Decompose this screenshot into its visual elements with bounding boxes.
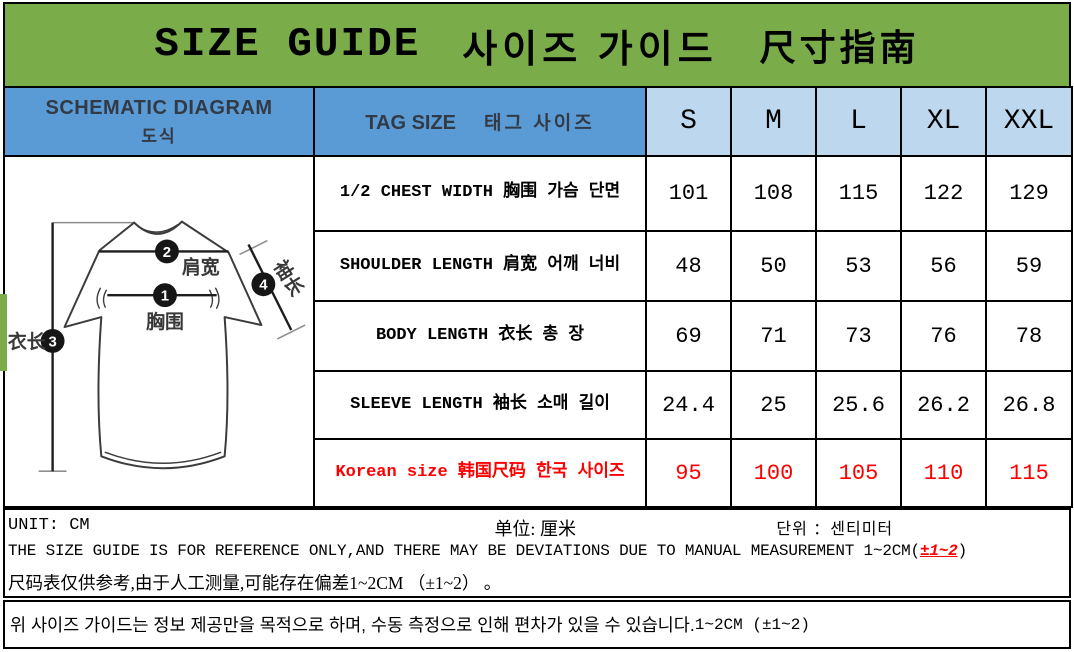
chest-label: 胸围	[146, 310, 184, 333]
disclaimer-ko-tolerance: 1~2CM (±1~2)	[694, 615, 810, 634]
shoulder-value-xl: 56	[900, 230, 987, 302]
schematic-diagram-header: SCHEMATIC DIAGRAM 도식	[3, 86, 315, 157]
korean-disclaimer-box: 위 사이즈 가이드는 정보 제공만을 목적으로 하며, 수동 측정으로 인해 편…	[3, 600, 1071, 649]
body-value-xxl: 78	[985, 300, 1073, 372]
sleeve-bottom-tick	[276, 324, 306, 340]
shoulder-value-s: 48	[645, 230, 732, 302]
shoulder-value-m: 50	[730, 230, 817, 302]
schematic-diagram-cell: 2 1 3 4 肩宽 胸围	[3, 155, 315, 508]
chest-value-xl: 122	[900, 155, 987, 232]
tshirt-schematic-drawing: 2 1 3 4 肩宽 胸围	[8, 220, 309, 472]
body-value-s: 69	[645, 300, 732, 372]
size-column-s: S	[645, 86, 732, 157]
chest-value-s: 101	[645, 155, 732, 232]
marker-1: 1	[153, 283, 177, 308]
table-row-body-length: BODY LENGTH 衣长 총 장 69 71 73 76 78	[4, 300, 1073, 372]
marker-2: 2	[155, 239, 179, 264]
body-length-label: 衣长	[8, 330, 46, 353]
row-label-sleeve: SLEEVE LENGTH 袖长 소매 길이	[313, 370, 647, 440]
unit-label-ko: 단위 ：센티미터	[776, 521, 894, 538]
row-label-korean-size: Korean size 韩国尺码 한국 사이즈	[313, 438, 647, 508]
size-column-xl: XL	[900, 86, 987, 157]
sleeve-value-xl: 26.2	[900, 370, 987, 440]
disclaimer-en-text: THE SIZE GUIDE IS FOR REFERENCE ONLY,AND…	[8, 542, 920, 560]
disclaimer-en-close: )	[957, 542, 968, 560]
sleeve-top-tick	[239, 239, 268, 256]
marker-3-number: 3	[48, 334, 56, 350]
sleeve-length-label: 袖长	[269, 256, 309, 300]
marker-3: 3	[40, 329, 65, 353]
table-row-sleeve: SLEEVE LENGTH 袖长 소매 길이 24.4 25 25.6 26.2…	[4, 370, 1073, 440]
row-label-chest: 1/2 CHEST WIDTH 胸围 가슴 단면	[313, 155, 647, 232]
table-row-korean-size: Korean size 韩国尺码 한국 사이즈 95 100 105 110 1…	[4, 438, 1073, 508]
chest-value-m: 108	[730, 155, 817, 232]
size-table: SCHEMATIC DIAGRAM 도식 TAG SIZE 태그 사이즈 S M …	[3, 86, 1073, 508]
title-bar: SIZE GUIDE 사이즈 가이드 尺寸指南	[3, 2, 1071, 88]
table-row-shoulder: SHOULDER LENGTH 肩宽 어깨 너비 48 50 53 56 59	[4, 230, 1073, 302]
marker-4-number: 4	[259, 278, 268, 294]
marker-4: 4	[251, 272, 276, 297]
marker-1-number: 1	[161, 289, 169, 305]
shoulder-value-l: 53	[815, 230, 902, 302]
disclaimer-ko: 위 사이즈 가이드는 정보 제공만을 목적으로 하며, 수동 측정으로 인해 편…	[10, 615, 695, 635]
schematic-header-en: SCHEMATIC DIAGRAM	[45, 96, 273, 119]
korean-value-xxl: 115	[985, 438, 1073, 508]
table-header-row: SCHEMATIC DIAGRAM 도식 TAG SIZE 태그 사이즈 S M …	[3, 86, 1073, 157]
schematic-header-ko: 도식	[141, 126, 177, 146]
disclaimer-en: THE SIZE GUIDE IS FOR REFERENCE ONLY,AND…	[5, 542, 1069, 570]
tag-size-label-en: TAG SIZE	[365, 112, 457, 134]
disclaimer-zh: 尺码表仅供参考,由于人工测量,可能存在偏差1~2CM （±1~2） 。	[8, 573, 502, 593]
shoulder-width-label: 肩宽	[182, 255, 220, 278]
korean-value-s: 95	[645, 438, 732, 508]
notes-box: UNIT: CM 单位: 厘米 단위 ：센티미터 THE SIZE GUIDE …	[3, 508, 1071, 598]
body-value-l: 73	[815, 300, 902, 372]
page-title-en: SIZE GUIDE	[154, 22, 421, 68]
row-label-shoulder: SHOULDER LENGTH 肩宽 어깨 너비	[313, 230, 647, 302]
size-column-l: L	[815, 86, 902, 157]
shoulder-value-xxl: 59	[985, 230, 1073, 302]
body-value-xl: 76	[900, 300, 987, 372]
sleeve-value-xxl: 26.8	[985, 370, 1073, 440]
korean-value-m: 100	[730, 438, 817, 508]
page-title-ko: 사이즈 가이드	[462, 28, 718, 71]
disclaimer-en-tolerance: ±1~2	[919, 542, 958, 560]
tag-size-header: TAG SIZE 태그 사이즈	[313, 86, 647, 157]
sleeve-value-s: 24.4	[645, 370, 732, 440]
size-column-xxl: XXL	[985, 86, 1073, 157]
table-row-chest: 2 1 3 4 肩宽 胸围	[3, 155, 1073, 508]
chest-value-xxl: 129	[985, 155, 1073, 232]
green-accent-stripe	[0, 294, 7, 371]
tag-size-label-ko: 태그 사이즈	[484, 113, 595, 134]
row-label-body-length: BODY LENGTH 衣长 총 장	[313, 300, 647, 372]
tshirt-outline	[63, 220, 263, 470]
korean-value-l: 105	[815, 438, 902, 508]
korean-value-xl: 110	[900, 438, 987, 508]
sleeve-value-m: 25	[730, 370, 817, 440]
chest-value-l: 115	[815, 155, 902, 232]
unit-label-en: UNIT: CM	[8, 516, 90, 535]
unit-label-zh: 单位: 厘米	[494, 519, 576, 539]
marker-2-number: 2	[163, 245, 171, 261]
body-value-m: 71	[730, 300, 817, 372]
size-column-m: M	[730, 86, 817, 157]
page-title-zh: 尺寸指南	[759, 28, 920, 68]
unit-row: UNIT: CM 单位: 厘米 단위 ：센티미터	[5, 510, 1069, 542]
sleeve-value-l: 25.6	[815, 370, 902, 440]
